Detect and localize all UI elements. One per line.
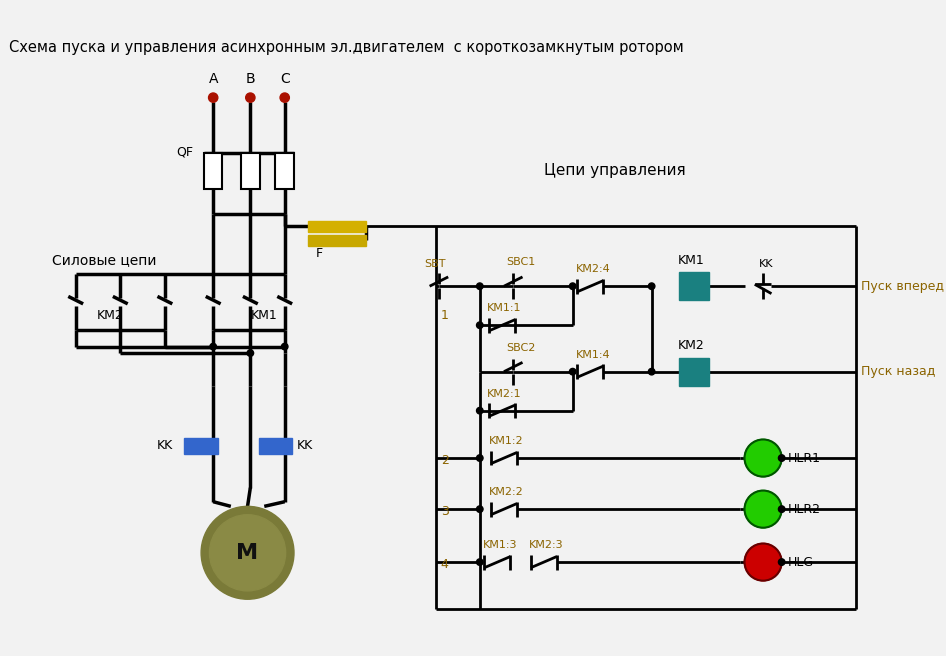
Text: A: A xyxy=(208,72,218,87)
Circle shape xyxy=(477,322,483,329)
Bar xyxy=(275,154,294,189)
Text: Цепи управления: Цепи управления xyxy=(544,163,685,178)
Text: KK: KK xyxy=(156,440,173,453)
Bar xyxy=(204,154,222,189)
Text: QF: QF xyxy=(176,145,193,158)
Text: B: B xyxy=(246,72,255,87)
Circle shape xyxy=(282,343,288,350)
Bar xyxy=(679,272,710,300)
Bar xyxy=(308,235,365,246)
Bar xyxy=(184,438,218,455)
Text: KM2:2: KM2:2 xyxy=(489,487,524,497)
Text: SBC2: SBC2 xyxy=(506,342,535,352)
Circle shape xyxy=(477,506,483,512)
Text: KM2:3: KM2:3 xyxy=(529,541,564,550)
Text: HLG: HLG xyxy=(787,556,814,569)
Text: SBC1: SBC1 xyxy=(506,257,535,267)
Circle shape xyxy=(280,93,289,102)
Circle shape xyxy=(745,440,781,477)
Text: Пуск назад: Пуск назад xyxy=(861,365,935,378)
Bar xyxy=(679,358,710,386)
Text: HLR1: HLR1 xyxy=(787,451,820,464)
Circle shape xyxy=(569,369,576,375)
Circle shape xyxy=(208,93,218,102)
Text: KM1:4: KM1:4 xyxy=(575,350,610,360)
Text: 4: 4 xyxy=(441,558,448,571)
Text: SBT: SBT xyxy=(424,259,446,269)
Bar xyxy=(258,438,292,455)
Text: KM2:4: KM2:4 xyxy=(575,264,610,274)
Text: KM1: KM1 xyxy=(251,310,277,323)
Text: F: F xyxy=(315,247,323,260)
Text: Схема пуска и управления асинхронным эл.двигателем  с короткозамкнутым ротором: Схема пуска и управления асинхронным эл.… xyxy=(9,40,684,55)
Circle shape xyxy=(779,506,785,512)
Text: KM2: KM2 xyxy=(96,310,123,323)
Text: 2: 2 xyxy=(441,455,448,467)
Text: 1: 1 xyxy=(441,310,448,323)
Text: KM2: KM2 xyxy=(677,339,704,352)
Circle shape xyxy=(477,283,483,289)
Circle shape xyxy=(569,283,576,289)
Text: KK: KK xyxy=(297,440,313,453)
Text: KM1:3: KM1:3 xyxy=(482,541,517,550)
Text: 3: 3 xyxy=(441,505,448,518)
Text: HLR2: HLR2 xyxy=(787,502,820,516)
Text: KK: KK xyxy=(759,259,773,269)
Text: M: M xyxy=(236,543,258,563)
Circle shape xyxy=(648,283,655,289)
Text: KM1: KM1 xyxy=(677,254,704,267)
Circle shape xyxy=(477,559,483,565)
Text: KM2:1: KM2:1 xyxy=(487,389,522,399)
Circle shape xyxy=(745,544,781,581)
Circle shape xyxy=(201,506,294,599)
Circle shape xyxy=(247,350,254,356)
Circle shape xyxy=(779,455,785,461)
Bar xyxy=(241,154,259,189)
Circle shape xyxy=(210,343,217,350)
Bar xyxy=(308,221,365,232)
Circle shape xyxy=(209,515,286,591)
Text: C: C xyxy=(280,72,289,87)
Text: Силовые цепи: Силовые цепи xyxy=(52,253,157,267)
Text: KM1:2: KM1:2 xyxy=(489,436,524,446)
Circle shape xyxy=(648,369,655,375)
Circle shape xyxy=(779,559,785,565)
Circle shape xyxy=(477,407,483,414)
Circle shape xyxy=(745,491,781,527)
Text: Пуск вперед: Пуск вперед xyxy=(861,279,944,293)
Circle shape xyxy=(477,455,483,461)
Text: KM1:1: KM1:1 xyxy=(487,304,521,314)
Circle shape xyxy=(246,93,255,102)
